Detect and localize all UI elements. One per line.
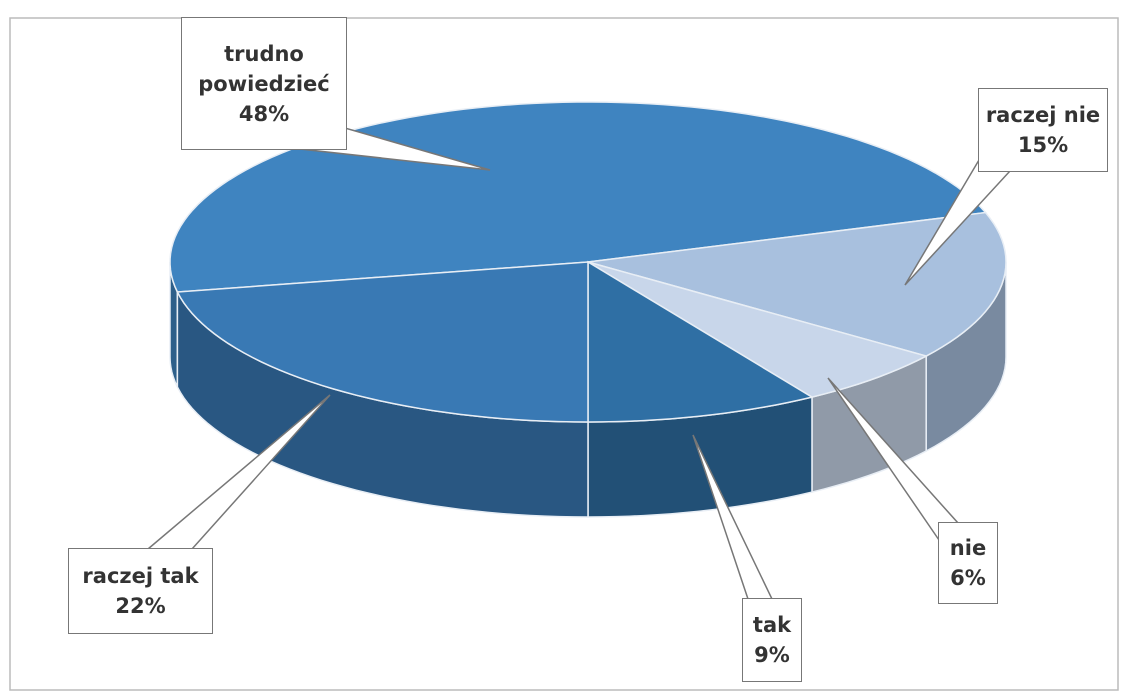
data-label: trudno powiedzieć 48%: [181, 17, 347, 150]
category-label: trudno powiedzieć: [198, 41, 330, 96]
value-label: 48%: [238, 101, 290, 126]
category-label: nie: [949, 536, 987, 560]
data-label: nie 6%: [938, 522, 998, 604]
category-label: raczej nie: [985, 103, 1101, 127]
slice: [587, 261, 929, 398]
data-label: raczej tak 22%: [68, 548, 213, 634]
slice: [587, 260, 814, 423]
category-label: tak: [752, 613, 792, 637]
value-label: 22%: [115, 594, 166, 618]
value-label: 9%: [754, 643, 790, 667]
slice: [587, 211, 1007, 357]
value-label: 15%: [1017, 133, 1069, 157]
category-label: raczej tak: [82, 564, 199, 588]
value-label: 6%: [950, 566, 986, 590]
data-label: raczej nie 15%: [978, 88, 1108, 172]
data-label: tak 9%: [742, 598, 802, 682]
slice: [176, 261, 589, 423]
